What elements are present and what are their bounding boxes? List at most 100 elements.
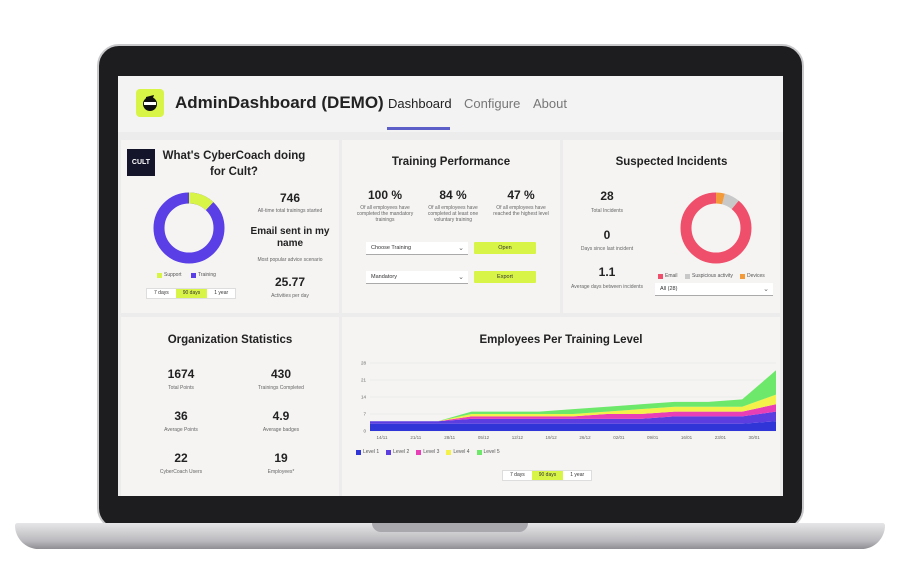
open-button[interactable]: Open (474, 242, 536, 254)
trainings-completed-value: 430 (270, 367, 292, 381)
mandatory-completed-label: Of all employees have completed the mand… (356, 205, 414, 223)
x-tick-label: 28/11 (444, 435, 455, 440)
training-performance-title: Training Performance (391, 156, 511, 168)
x-tick-label: 26/12 (579, 435, 591, 440)
training-level-area-chart: 0 7 14 21 28 14/11 21/11 28/11 05/12 12/12 19/12 26… (361, 361, 776, 440)
average-badges-value: 4.9 (272, 409, 290, 423)
x-tick-label: 05/12 (478, 435, 490, 440)
x-tick-label: 09/01 (647, 435, 659, 440)
org-stats-card: Organization Statistics 1674 Total Point… (121, 317, 339, 496)
x-tick-label: 16/01 (681, 435, 693, 440)
popular-scenario-value: Email sent in my name (250, 226, 330, 249)
average-points-value: 36 (174, 409, 188, 423)
area-series-level-3 (370, 404, 776, 422)
legend-level-5: Level 5 (476, 449, 500, 455)
training-level-chart-card: Employees Per Training Level 0 7 14 21 28 14/… (342, 317, 780, 496)
avg-days-between-value: 1.1 (598, 265, 616, 279)
legend-support: Support (157, 272, 182, 278)
app-header: AdminDashboard (DEMO) Dashboard Configur… (118, 76, 783, 132)
activities-per-day-value: 25.77 (274, 275, 306, 289)
activities-per-day-label: Activities per day (271, 293, 309, 299)
legend-training: Training (191, 272, 216, 278)
x-tick-label: 14/11 (377, 435, 388, 440)
legend-level-1: Level 1 (356, 449, 379, 455)
range-1-year[interactable]: 1 year (214, 290, 229, 296)
highest-level-value: 47 % (507, 188, 535, 202)
donut-support-segment (153, 192, 225, 264)
legend-level-4: Level 4 (446, 449, 470, 455)
donut-email-segment (680, 192, 752, 264)
mandatory-completed-value: 100 % (367, 188, 403, 202)
chevron-down-icon: ⌄ (763, 286, 769, 293)
trainings-completed-label: Trainings Completed (258, 385, 304, 391)
x-tick-label: 02/01 (613, 435, 625, 440)
trainings-started-value: 746 (279, 191, 301, 205)
y-tick-label: 7 (363, 412, 366, 417)
cybercoach-card: CULT What's CyberCoach doing for Cult? S… (121, 140, 339, 313)
org-stats-title: Organization Statistics (167, 334, 293, 346)
chart-legend: Level 1 Level 2 Level 3 Level 4 Level 5 (356, 449, 500, 455)
legend-devices: Devices (740, 273, 765, 279)
highest-level-label: Of all employees have reached the highes… (493, 205, 549, 217)
total-points-label: Total Points (168, 385, 194, 391)
x-tick-label: 12/12 (512, 435, 524, 440)
cybercoach-range-selector: 7 days 90 days 1 year (146, 288, 237, 299)
incidents-title: Suspected Incidents (615, 156, 728, 168)
total-points-value: 1674 (167, 367, 195, 381)
area-series-level-1 (370, 421, 776, 431)
cybercoach-users-label: CyberCoach Users (159, 469, 203, 475)
employees-value: 19 (274, 451, 288, 465)
voluntary-completed-value: 84 % (439, 188, 467, 202)
cybercoach-users-value: 22 (174, 451, 188, 465)
app-title: AdminDashboard (DEMO) (175, 93, 384, 112)
export-button[interactable]: Export (474, 271, 536, 283)
cybercoach-title-line1: What's CyberCoach doing (162, 150, 306, 162)
laptop-notch (372, 523, 528, 532)
days-since-incident-label: Days since last incident (580, 246, 634, 252)
chevron-down-icon: ⌄ (458, 245, 464, 252)
total-incidents-label: Total Incidents (591, 208, 623, 214)
chart-range-90-days[interactable]: 90 days (531, 471, 564, 480)
y-tick-label: 14 (361, 395, 367, 400)
area-series-level-4 (370, 394, 776, 422)
active-tab-indicator (387, 127, 450, 130)
chart-title: Employees Per Training Level (479, 334, 643, 346)
area-series-level-2 (370, 411, 776, 424)
legend-level-2: Level 2 (386, 449, 409, 455)
tab-about[interactable]: About (533, 96, 567, 111)
range-7-days[interactable]: 7 days (154, 290, 169, 296)
activity-donut (153, 192, 225, 264)
x-tick-label: 23/01 (715, 435, 727, 440)
y-tick-label: 21 (361, 378, 367, 383)
org-logo: CULT (127, 149, 155, 176)
incident-filter-select[interactable]: All (28) ⌄ (655, 283, 773, 296)
average-badges-label: Average badges (262, 427, 300, 433)
avg-days-between-label: Average days between incidents (571, 284, 643, 290)
choose-training-select[interactable]: Choose Training ⌄ (366, 242, 468, 255)
training-type-select[interactable]: Mandatory ⌄ (366, 271, 468, 284)
legend-email: Email (658, 273, 678, 279)
training-performance-card: Training Performance 100 % Of all employ… (342, 140, 560, 313)
days-since-incident-value: 0 (603, 228, 611, 242)
legend-level-3: Level 3 (416, 449, 439, 455)
app-logo-icon (136, 89, 164, 117)
chevron-down-icon: ⌄ (458, 274, 464, 281)
y-tick-label: 28 (361, 361, 367, 366)
area-series-level-5 (370, 370, 776, 422)
chart-range-selector: 7 days 90 days 1 year (502, 470, 593, 481)
donut-devices-segment (680, 192, 752, 264)
range-90-days[interactable]: 90 days (175, 289, 208, 298)
cybercoach-title-line2: for Cult? (210, 166, 258, 178)
average-points-label: Average Points (164, 427, 198, 433)
x-tick-label: 19/12 (546, 435, 558, 440)
chart-range-1-year[interactable]: 1 year (570, 472, 585, 478)
tab-dashboard[interactable]: Dashboard (388, 96, 452, 111)
tab-configure[interactable]: Configure (464, 96, 521, 111)
y-tick-label: 0 (363, 429, 366, 434)
trainings-started-label: All-time total trainings started (257, 208, 323, 214)
legend-suspicious-activity: Suspicious activity (685, 273, 733, 279)
donut-training-segment (153, 192, 225, 264)
total-incidents-value: 28 (600, 189, 614, 203)
chart-range-7-days[interactable]: 7 days (510, 472, 525, 478)
employees-label: Employees* (267, 469, 295, 475)
